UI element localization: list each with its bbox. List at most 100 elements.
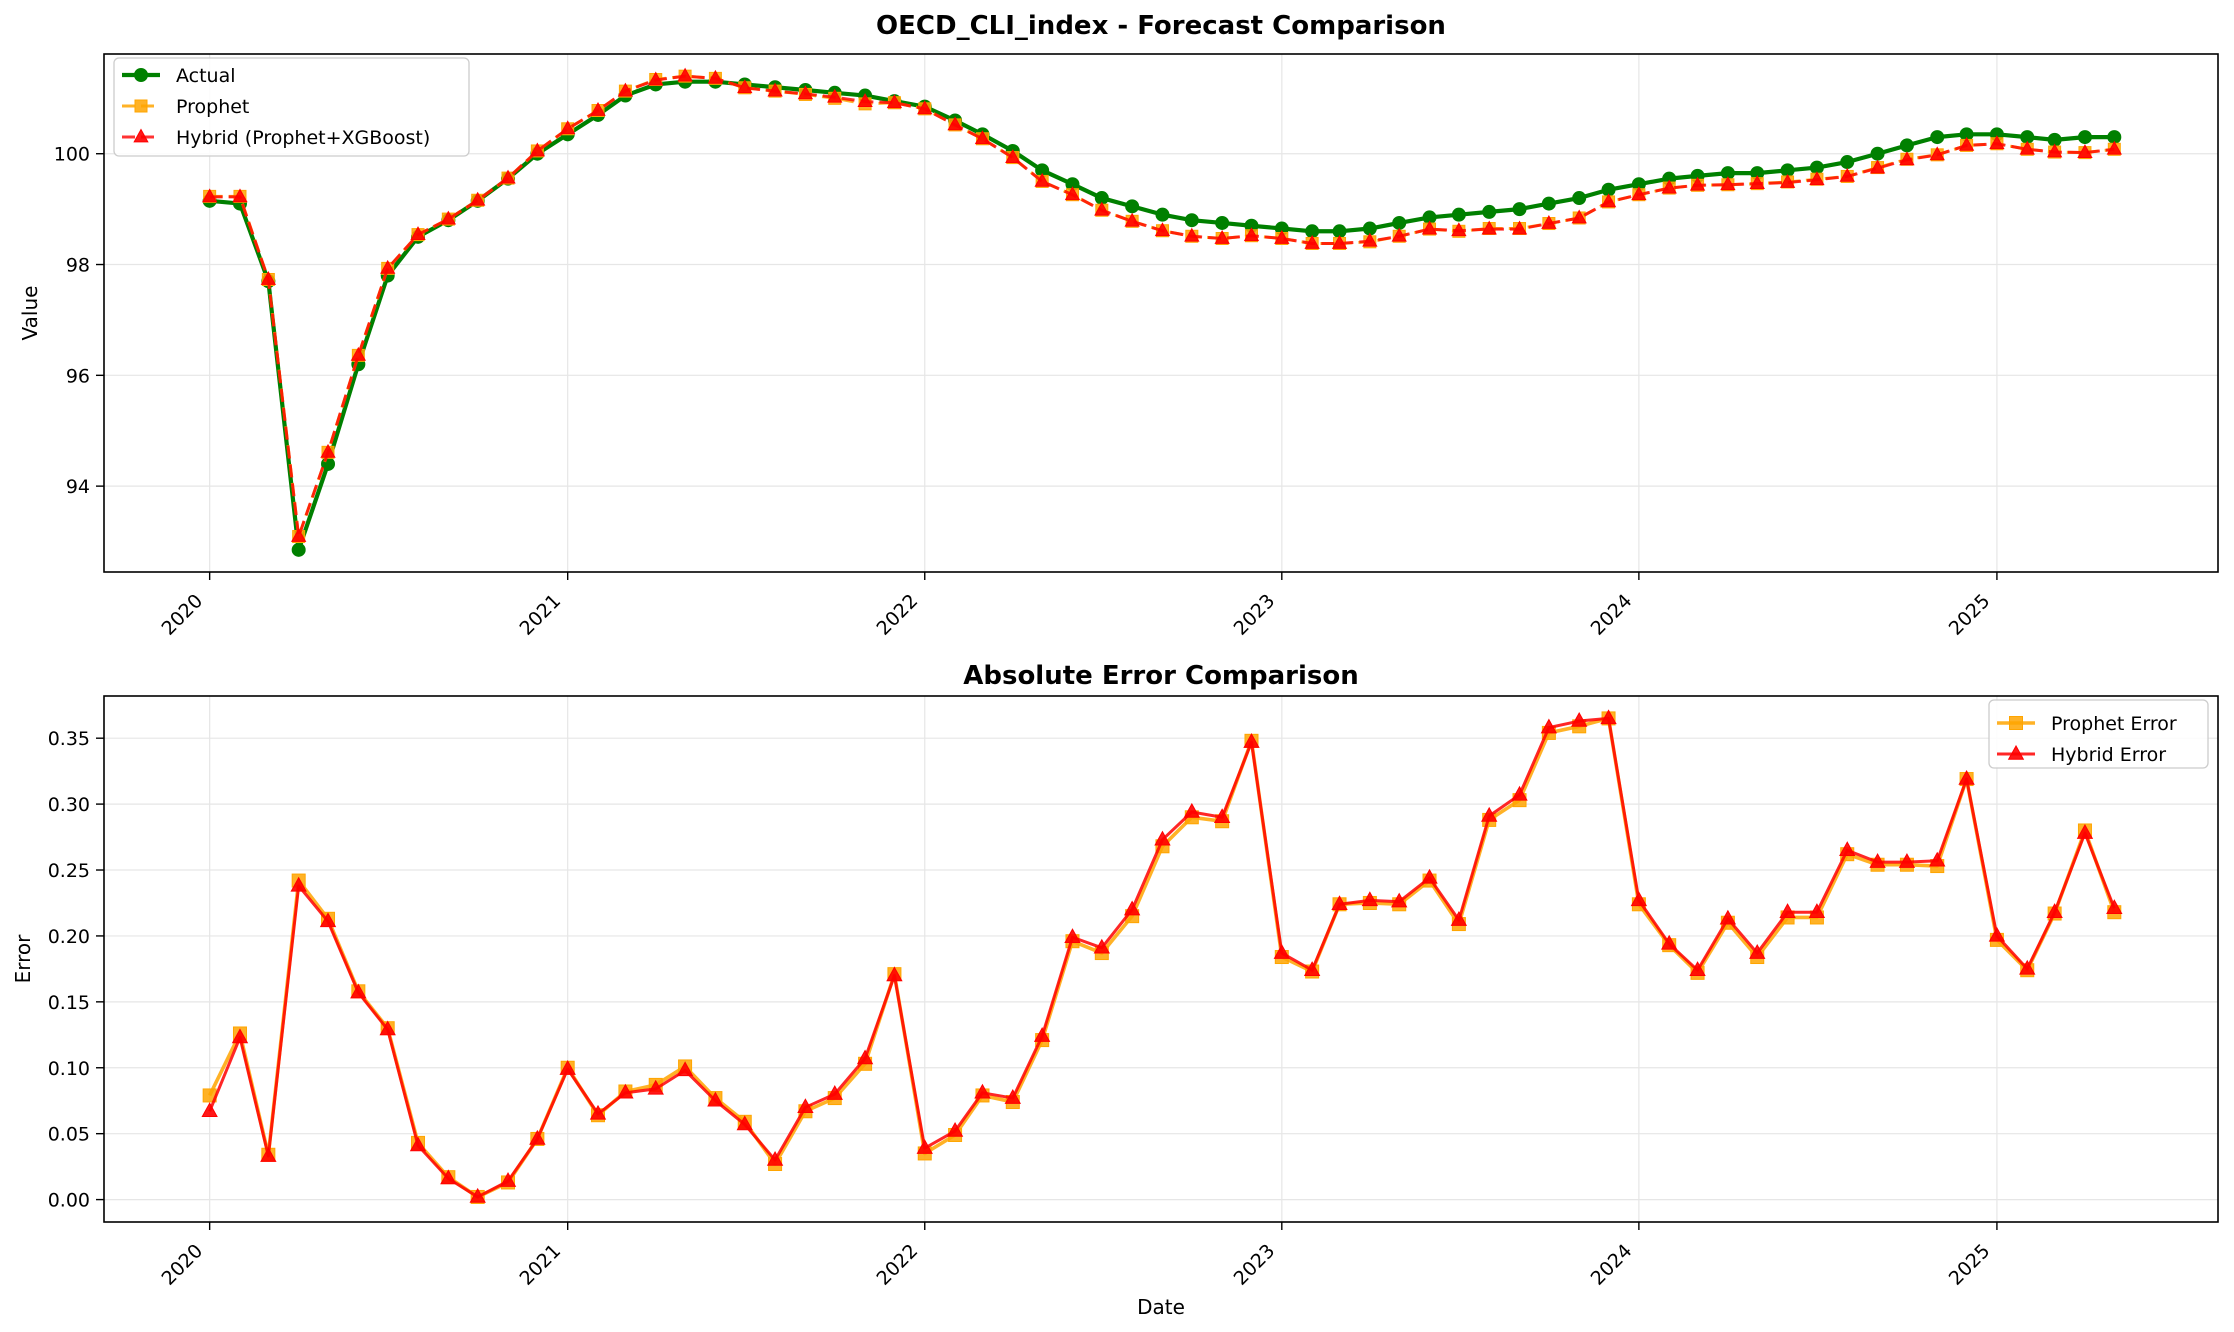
y-tick-label: 0.20 (48, 926, 90, 948)
data-point (916, 1139, 933, 1154)
y-tick-label: 0.15 (48, 992, 90, 1014)
data-point (1481, 220, 1497, 235)
data-point (1214, 229, 1230, 244)
y-tick-label: 0.30 (48, 794, 90, 816)
data-point (500, 169, 516, 184)
data-point (260, 1147, 277, 1162)
data-point (1331, 895, 1348, 911)
data-point (350, 983, 367, 999)
data-point (826, 1085, 843, 1100)
data-point (1123, 900, 1141, 916)
data-point (2077, 130, 2092, 145)
data-point (1869, 159, 1886, 174)
data-point (1215, 215, 1230, 230)
legend-label: Prophet (176, 96, 249, 118)
data-point (1779, 903, 1796, 918)
data-point (319, 912, 337, 928)
data-point (529, 1129, 546, 1145)
data-point (2076, 824, 2094, 839)
data-point (1184, 213, 1199, 228)
legend-marker (2009, 716, 2023, 730)
data-point (1033, 1027, 1051, 1042)
data-point (617, 82, 634, 97)
data-point (737, 79, 753, 94)
data-point (707, 1091, 724, 1107)
legend-label: Hybrid Error (2051, 744, 2166, 766)
data-point (2046, 143, 2063, 158)
data-point (707, 69, 724, 84)
data-point (1689, 176, 1706, 191)
data-point (2019, 959, 2036, 975)
data-point (469, 1187, 486, 1203)
data-point (1631, 186, 1647, 201)
legend-marker (133, 128, 149, 143)
data-point (677, 67, 693, 82)
data-point (260, 270, 277, 285)
data-point (1839, 841, 1856, 856)
data-point (736, 1115, 753, 1131)
data-point (1600, 193, 1617, 208)
legend-marker (2007, 744, 2025, 760)
y-tick-label: 96 (66, 365, 90, 387)
data-point (2046, 903, 2063, 918)
data-point (1898, 853, 1916, 868)
data-point (379, 1020, 396, 1036)
error-legend: Prophet Error Hybrid Error (1988, 699, 2209, 769)
data-point (647, 1079, 664, 1095)
data-point (201, 188, 218, 203)
data-point (1392, 215, 1407, 230)
legend-entry: Hybrid (Prophet+XGBoost) (122, 127, 430, 149)
data-point (947, 116, 963, 131)
error-chart-title: Absolute Error Comparison (963, 661, 1359, 691)
data-point (231, 1028, 249, 1044)
series-actual (202, 74, 2122, 557)
data-point (1899, 138, 1914, 153)
error-plot-frame (103, 695, 2219, 1223)
data-point (589, 1104, 607, 1120)
data-point (1273, 943, 1291, 959)
error-y-axis-label: Error (11, 934, 35, 984)
data-point (1303, 961, 1321, 976)
data-point (974, 1083, 991, 1099)
data-point (1274, 229, 1290, 244)
error-x-axis-label: Date (1137, 1295, 1185, 1319)
forecast-legend-box (113, 57, 470, 157)
data-point (290, 876, 307, 892)
data-point (917, 100, 933, 115)
data-point (1155, 207, 1170, 222)
data-point (350, 346, 367, 361)
data-point (1304, 234, 1320, 249)
data-point (1451, 207, 1466, 222)
data-point (1571, 711, 1588, 727)
data-point (1482, 204, 1497, 219)
data-point (1331, 234, 1348, 249)
data-point (797, 85, 814, 100)
data-point (290, 528, 307, 542)
data-point (1064, 928, 1081, 943)
data-point (1184, 227, 1200, 242)
y-tick-label: 0.00 (48, 1190, 90, 1212)
data-point (320, 443, 336, 458)
data-point (766, 1150, 784, 1166)
forecast-y-ticks: 94 96 98 100 (54, 144, 104, 498)
data-point (1839, 167, 1855, 182)
data-point (1988, 926, 2006, 942)
data-point (1124, 212, 1140, 227)
data-point (1005, 149, 1021, 163)
series-hybrid-error (201, 709, 2123, 1203)
data-point (1689, 961, 1706, 976)
data-point (1719, 909, 1737, 925)
data-point (499, 1172, 517, 1187)
data-point (1630, 891, 1648, 907)
legend-entry: Hybrid Error (1997, 744, 2166, 766)
legend-marker (134, 99, 148, 113)
data-point (1540, 718, 1558, 734)
legend-marker (134, 68, 148, 82)
y-tick-label: 0.25 (48, 860, 90, 882)
data-point (1809, 171, 1825, 186)
data-point (1661, 934, 1678, 950)
data-point (648, 71, 664, 86)
data-point (1004, 1088, 1021, 1104)
data-point (1450, 911, 1468, 926)
